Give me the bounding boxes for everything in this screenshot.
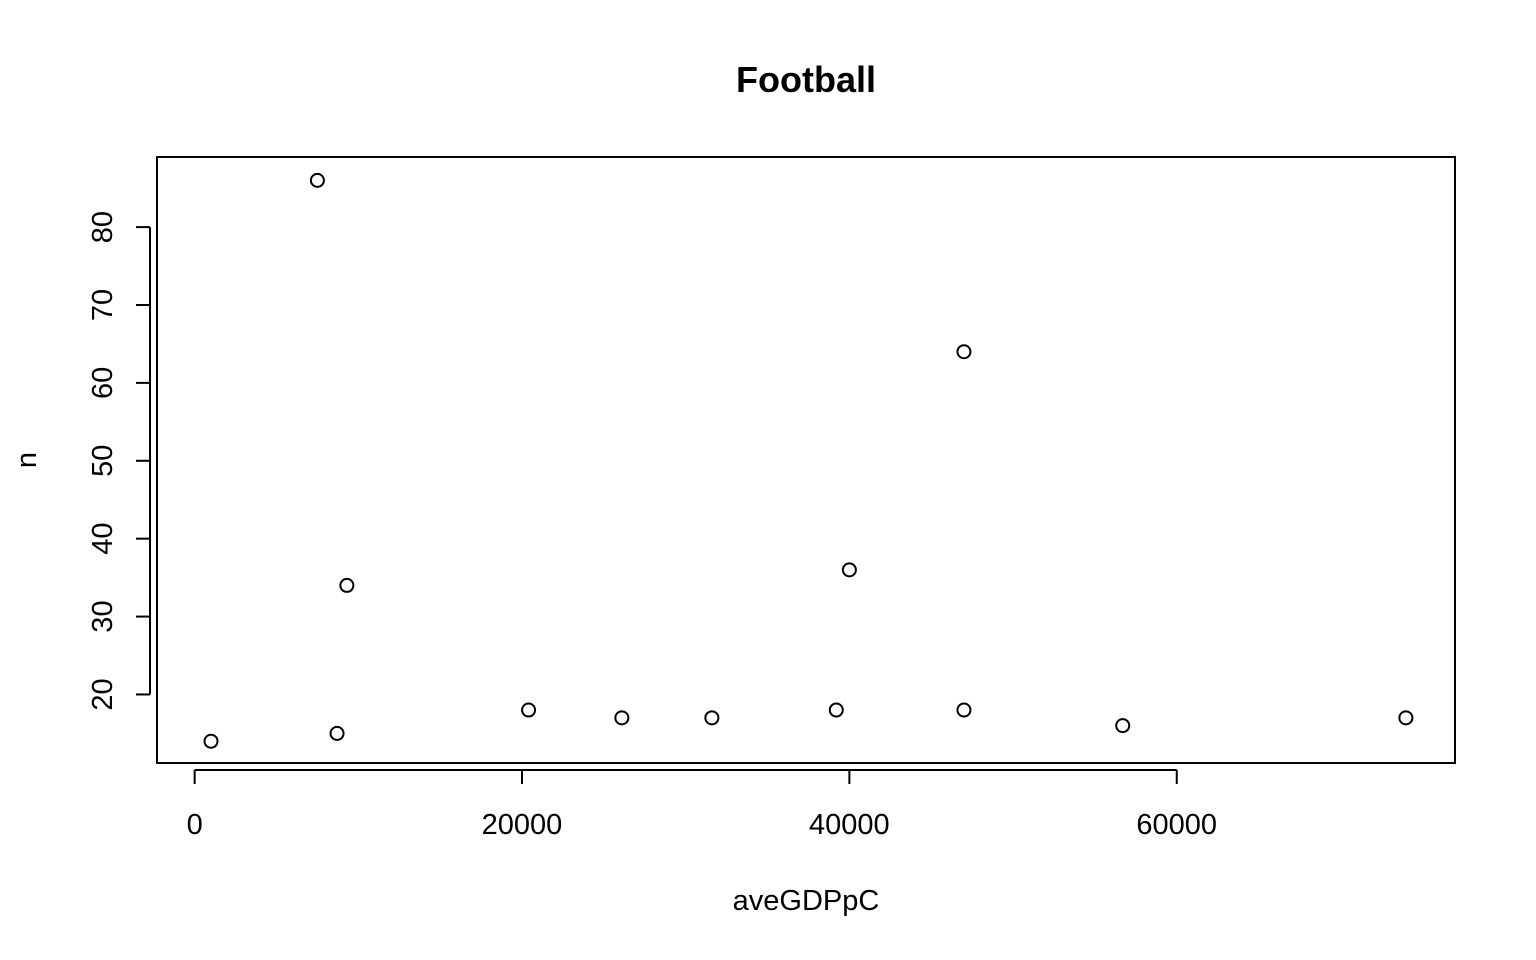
data-point bbox=[521, 702, 537, 718]
chart-title: Football bbox=[736, 59, 876, 100]
data-point bbox=[203, 733, 219, 749]
y-tick-label: 60 bbox=[87, 367, 119, 399]
data-point bbox=[704, 710, 720, 726]
data-point bbox=[828, 702, 844, 718]
data-point bbox=[309, 172, 325, 188]
x-tick-label: 20000 bbox=[482, 809, 563, 841]
data-point bbox=[339, 577, 355, 593]
plot-frame bbox=[156, 156, 1456, 764]
data-point bbox=[841, 562, 857, 578]
data-point bbox=[956, 702, 972, 718]
x-tick-label: 40000 bbox=[809, 809, 890, 841]
y-tick-label: 40 bbox=[87, 523, 119, 555]
data-point bbox=[1398, 710, 1414, 726]
data-point bbox=[956, 344, 972, 360]
y-tick-label: 30 bbox=[87, 600, 119, 632]
y-tick-label: 70 bbox=[87, 289, 119, 321]
x-axis: 0 20000 40000 60000 bbox=[187, 769, 1217, 841]
y-tick-label: 50 bbox=[87, 445, 119, 477]
y-axis: 20 30 40 50 60 70 80 bbox=[87, 211, 151, 711]
y-tick-label: 80 bbox=[87, 211, 119, 243]
data-points bbox=[203, 172, 1414, 749]
x-tick-label: 0 bbox=[187, 809, 203, 841]
data-point bbox=[329, 725, 345, 741]
data-point bbox=[1115, 718, 1131, 734]
x-axis-label: aveGDPpC bbox=[733, 885, 880, 917]
y-tick-label: 20 bbox=[87, 678, 119, 710]
data-point bbox=[614, 710, 630, 726]
y-axis-label: n bbox=[11, 452, 43, 468]
x-tick-label: 60000 bbox=[1136, 809, 1217, 841]
